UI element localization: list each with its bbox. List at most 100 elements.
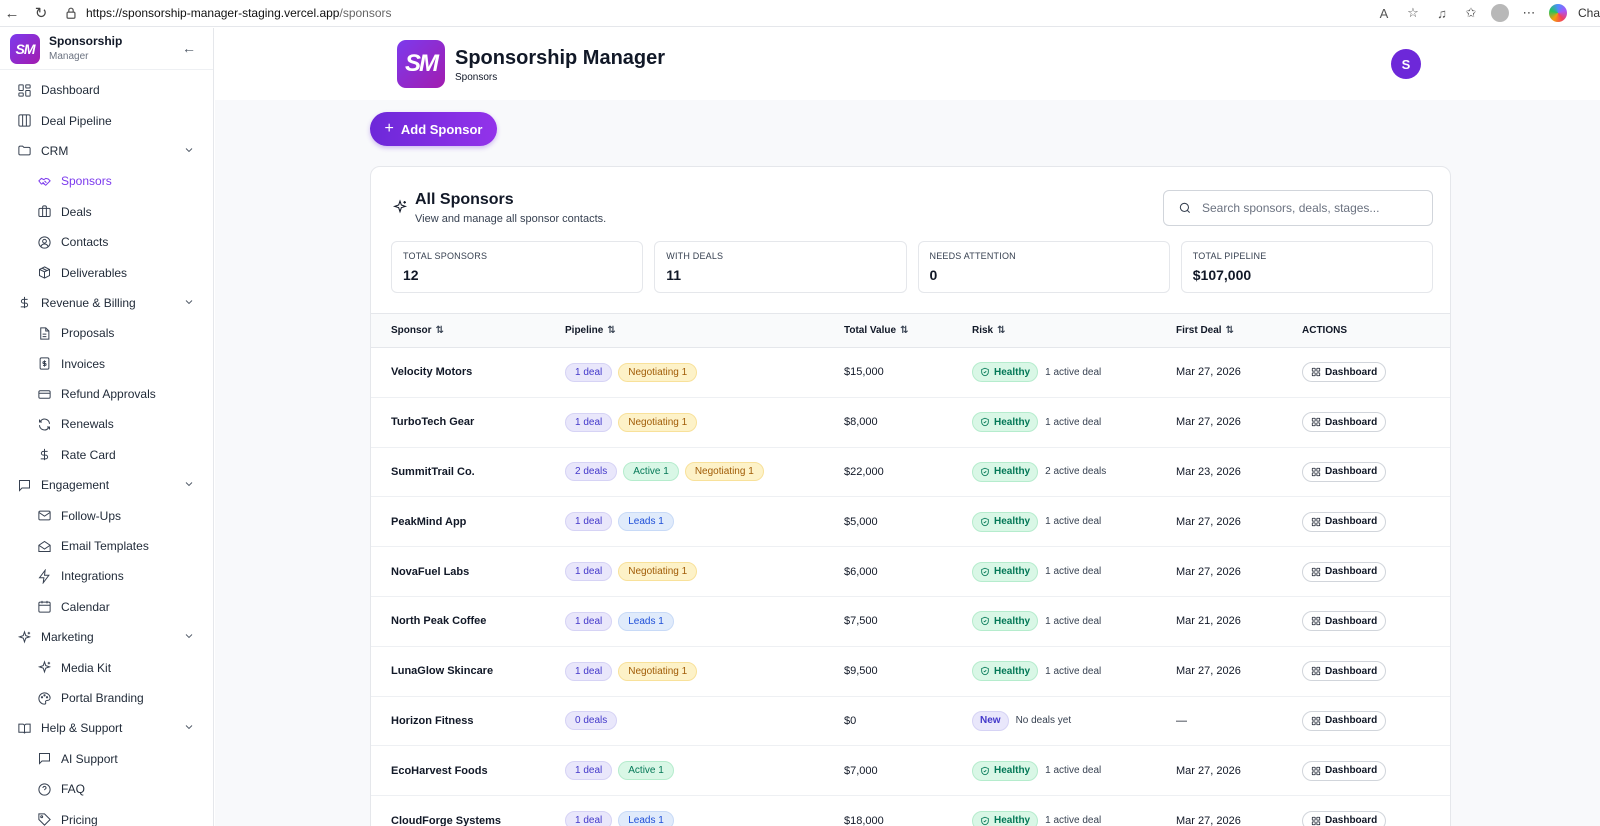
search-input[interactable]: [1202, 201, 1422, 215]
sponsor-name[interactable]: SummitTrail Co.: [391, 465, 475, 478]
chevron-down-icon[interactable]: [183, 478, 195, 490]
sponsor-name[interactable]: NovaFuel Labs: [391, 565, 470, 578]
extensions-icon[interactable]: ♫: [1437, 5, 1447, 21]
risk-cell: Healthy 1 active deal: [972, 596, 1176, 647]
dashboard-button[interactable]: Dashboard: [1302, 362, 1387, 383]
pipeline-cell: 1 deal Leads 1: [565, 596, 844, 647]
search-box[interactable]: [1163, 190, 1433, 226]
sidebar-item-portal-branding[interactable]: Portal Branding: [0, 683, 213, 713]
layout-grid-icon: [1311, 666, 1321, 676]
sponsor-name[interactable]: Velocity Motors: [391, 366, 473, 379]
sidebar-item-integrations[interactable]: Integrations: [0, 561, 213, 591]
header-logo: SM: [397, 40, 445, 88]
sponsor-name[interactable]: Horizon Fitness: [391, 714, 474, 727]
sidebar-item-engagement[interactable]: Engagement: [0, 470, 213, 500]
dashboard-button[interactable]: Dashboard: [1302, 461, 1387, 482]
dashboard-button[interactable]: Dashboard: [1302, 661, 1387, 682]
table-row[interactable]: EcoHarvest Foods 1 deal Active 1 $7,000 Heal…: [371, 745, 1450, 797]
calendar-icon: [36, 599, 52, 615]
reload-icon[interactable]: ↻: [34, 5, 48, 22]
stat-value: $107,000: [1192, 267, 1252, 283]
sidebar-item-deals[interactable]: Deals: [0, 197, 213, 227]
sidebar-item-marketing[interactable]: Marketing: [0, 622, 213, 652]
address-bar[interactable]: https://sponsorship-manager-staging.verc…: [86, 6, 392, 20]
sidebar-item-proposals[interactable]: Proposals: [0, 318, 213, 348]
shield-check-icon: [980, 816, 990, 826]
user-avatar[interactable]: S: [1391, 49, 1421, 79]
copilot-icon[interactable]: [1548, 4, 1567, 22]
table-row[interactable]: Velocity Motors 1 deal Negotiating 1 $15,00…: [371, 347, 1450, 398]
actions-cell: Dashboard: [1302, 696, 1450, 747]
table-row[interactable]: LunaGlow Skincare 1 deal Negotiating 1 $9,5…: [371, 646, 1450, 697]
table-row[interactable]: North Peak Coffee 1 deal Leads 1 $7,500 Heal…: [371, 596, 1450, 647]
sidebar-item-label: Invoices: [61, 356, 106, 371]
pipeline-cell: 1 deal Negotiating 1: [565, 347, 844, 398]
more-menu-icon[interactable]: ⋯: [1522, 5, 1536, 20]
risk-group: Healthy 1 active deal: [972, 760, 1176, 781]
back-arrow-icon[interactable]: ←: [4, 4, 20, 22]
sidebar-item-revenue-and-billing[interactable]: Revenue & Billing: [0, 288, 213, 318]
favorites-icon[interactable]: ✩: [1465, 5, 1477, 20]
sponsor-name[interactable]: CloudForge Systems: [391, 814, 502, 826]
collapse-sidebar-icon[interactable]: ←: [182, 40, 196, 56]
sponsor-name[interactable]: North Peak Coffee: [391, 615, 487, 628]
profile-avatar-icon[interactable]: [1490, 4, 1509, 22]
sponsor-name[interactable]: PeakMind App: [391, 515, 467, 528]
column-header-risk[interactable]: Risk ⇅: [972, 313, 1176, 348]
favorite-star-icon[interactable]: ☆: [1407, 5, 1419, 20]
sidebar-item-refund-approvals[interactable]: Refund Approvals: [0, 379, 213, 409]
table-row[interactable]: CloudForge Systems 1 deal Leads 1 $18,000 He…: [371, 795, 1450, 826]
dashboard-button-label: Dashboard: [1325, 466, 1378, 478]
sidebar-item-follow-ups[interactable]: Follow-Ups: [0, 500, 213, 530]
sidebar-brand[interactable]: SM Sponsorship Manager: [10, 34, 122, 64]
pipeline-cell: 1 deal Leads 1: [565, 795, 844, 826]
pipeline-chip: Negotiating 1: [618, 362, 698, 382]
dashboard-button[interactable]: Dashboard: [1302, 611, 1387, 632]
read-aloud-icon[interactable]: A: [1379, 5, 1389, 21]
chevron-down-icon[interactable]: [183, 144, 195, 156]
chevron-down-icon[interactable]: [183, 296, 195, 308]
dashboard-button[interactable]: Dashboard: [1302, 561, 1387, 582]
dashboard-button[interactable]: Dashboard: [1302, 412, 1387, 433]
column-header-first-deal[interactable]: First Deal ⇅: [1176, 313, 1302, 348]
sidebar-item-contacts[interactable]: Contacts: [0, 227, 213, 257]
sponsor-name[interactable]: LunaGlow Skincare: [391, 665, 494, 678]
sidebar-item-email-templates[interactable]: Email Templates: [0, 531, 213, 561]
copilot-label[interactable]: Cha: [1577, 6, 1600, 20]
sidebar-item-pricing[interactable]: Pricing: [0, 804, 213, 826]
sidebar-item-help-and-support[interactable]: Help & Support: [0, 713, 213, 743]
sidebar-item-faq[interactable]: FAQ: [0, 774, 213, 804]
sponsor-name[interactable]: EcoHarvest Foods: [391, 764, 488, 777]
dashboard-button[interactable]: Dashboard: [1302, 810, 1387, 826]
table-row[interactable]: PeakMind App 1 deal Leads 1 $5,000 Healthy 1 …: [371, 496, 1450, 548]
table-row[interactable]: NovaFuel Labs 1 deal Negotiating 1 $6,000 He…: [371, 546, 1450, 597]
dashboard-button[interactable]: Dashboard: [1302, 710, 1387, 731]
layout-grid-icon: [1311, 517, 1321, 527]
risk-cell: Healthy 2 active deals: [972, 447, 1176, 498]
sidebar-item-deal-pipeline[interactable]: Deal Pipeline: [0, 105, 213, 135]
sidebar-item-invoices[interactable]: Invoices: [0, 349, 213, 379]
sidebar-item-sponsors[interactable]: Sponsors: [0, 166, 213, 196]
sponsor-name[interactable]: TurboTech Gear: [391, 416, 475, 429]
chevron-down-icon[interactable]: [183, 630, 195, 642]
add-sponsor-button[interactable]: + Add Sponsor: [370, 112, 497, 146]
sidebar-item-calendar[interactable]: Calendar: [0, 592, 213, 622]
dashboard-button[interactable]: Dashboard: [1302, 511, 1387, 532]
table-row[interactable]: SummitTrail Co. 2 deals Active 1 Negotiatin…: [371, 447, 1450, 498]
pipeline-chip: Negotiating 1: [618, 661, 698, 681]
dashboard-button[interactable]: Dashboard: [1302, 760, 1387, 781]
sidebar-item-rate-card[interactable]: Rate Card: [0, 440, 213, 470]
chevron-down-icon[interactable]: [183, 721, 195, 733]
sidebar-item-deliverables[interactable]: Deliverables: [0, 257, 213, 287]
sidebar-item-renewals[interactable]: Renewals: [0, 409, 213, 439]
column-header-pipeline[interactable]: Pipeline ⇅: [565, 313, 844, 348]
column-header-sponsor[interactable]: Sponsor ⇅: [371, 313, 565, 348]
lock-icon[interactable]: [64, 6, 78, 20]
sidebar-item-dashboard[interactable]: Dashboard: [0, 75, 213, 105]
column-header-total-value[interactable]: Total Value ⇅: [844, 313, 972, 348]
sidebar-item-media-kit[interactable]: Media Kit: [0, 652, 213, 682]
table-row[interactable]: Horizon Fitness 0 deals $0 New No deals yet —…: [371, 696, 1450, 747]
sidebar-item-crm[interactable]: CRM: [0, 136, 213, 166]
sidebar-item-ai-support[interactable]: AI Support: [0, 744, 213, 774]
table-row[interactable]: TurboTech Gear 1 deal Negotiating 1 $8,000 H…: [371, 397, 1450, 448]
